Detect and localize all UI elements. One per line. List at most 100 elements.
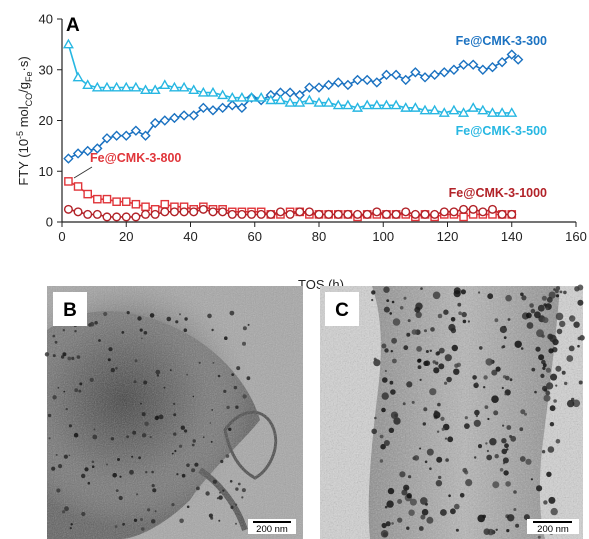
data-point — [371, 77, 383, 88]
nanoparticle — [144, 421, 149, 426]
nanoparticle — [114, 525, 118, 528]
nanoparticle — [444, 437, 448, 440]
data-point — [131, 199, 141, 209]
data-point — [121, 197, 131, 207]
nanoparticle — [67, 356, 72, 361]
nanoparticle — [440, 416, 445, 421]
nanoparticle — [541, 295, 547, 301]
data-point — [342, 99, 354, 110]
nanoparticle — [458, 311, 462, 316]
nanoparticle — [216, 497, 219, 500]
nanoparticle — [136, 493, 139, 496]
nanoparticle — [169, 369, 172, 372]
nanoparticle — [57, 387, 60, 389]
nanoparticle — [577, 336, 581, 341]
nanoparticle — [487, 293, 494, 300]
nanoparticle — [563, 290, 567, 295]
data-point — [236, 91, 248, 102]
nanoparticle — [74, 388, 79, 393]
nanoparticle — [451, 344, 458, 352]
nanoparticle — [494, 318, 499, 323]
series-markers-3 — [63, 204, 517, 222]
nanoparticle — [81, 511, 86, 517]
nanoparticle — [485, 442, 488, 445]
nanoparticle — [464, 416, 468, 420]
nanoparticle — [51, 466, 56, 471]
data-point — [468, 204, 478, 214]
nanoparticle — [505, 294, 512, 302]
data-point — [160, 199, 170, 209]
data-point — [449, 207, 459, 217]
nanoparticle — [537, 304, 545, 312]
nanoparticle — [183, 328, 188, 333]
nanoparticle — [538, 354, 545, 361]
data-point — [400, 74, 411, 86]
nanoparticle — [450, 508, 456, 515]
nanoparticle — [371, 298, 374, 302]
nanoparticle — [134, 359, 138, 363]
data-point — [62, 38, 74, 49]
data-point — [178, 110, 190, 121]
nanoparticle — [578, 380, 583, 385]
data-point — [188, 110, 199, 121]
nanoparticle — [406, 493, 412, 499]
nanoparticle — [430, 327, 435, 332]
data-point — [459, 204, 469, 214]
nanoparticle — [186, 505, 190, 509]
data-point — [448, 64, 460, 75]
nanoparticle — [71, 356, 75, 360]
data-point — [72, 148, 84, 159]
nanoparticle — [416, 346, 422, 352]
nanoparticle — [217, 374, 221, 378]
nanoparticle — [384, 505, 388, 509]
nanoparticle — [426, 448, 434, 456]
nanoparticle — [145, 471, 148, 474]
nanoparticle — [559, 290, 563, 294]
nanoparticle — [483, 528, 491, 535]
nanoparticle — [219, 491, 221, 494]
nanoparticle — [504, 443, 509, 449]
data-point — [73, 182, 83, 191]
y-tick-label: 20 — [39, 113, 53, 128]
data-point — [372, 207, 382, 217]
nanoparticle — [559, 320, 566, 328]
nanoparticle — [91, 465, 95, 469]
nanoparticle — [574, 286, 580, 292]
data-point — [380, 99, 392, 110]
nanoparticle — [381, 407, 386, 413]
data-point — [179, 207, 189, 217]
nanoparticle — [194, 462, 199, 467]
nanoparticle — [546, 296, 553, 303]
nanoparticle — [65, 407, 68, 411]
nanoparticle — [407, 319, 411, 323]
data-point — [169, 207, 179, 217]
data-point — [458, 107, 470, 117]
nanoparticle — [171, 452, 174, 455]
micrograph-b-texture — [47, 286, 303, 539]
nanoparticle — [74, 330, 77, 333]
nanoparticle — [437, 402, 441, 407]
data-point — [353, 209, 363, 219]
nanoparticle — [530, 478, 534, 481]
nanoparticles-c — [371, 284, 585, 539]
nanoparticle — [224, 336, 228, 341]
data-point — [486, 107, 498, 117]
nanoparticle — [454, 503, 460, 510]
nanoparticle — [422, 422, 426, 426]
nanoparticle — [462, 319, 467, 324]
nanoparticle — [399, 471, 406, 478]
nanoparticle — [386, 299, 390, 302]
data-point — [169, 112, 180, 124]
nanoparticle — [235, 405, 239, 409]
nanoparticle — [52, 334, 56, 338]
data-point — [159, 79, 171, 89]
nanoparticle — [424, 460, 428, 464]
data-point — [304, 207, 314, 217]
nanoparticle — [212, 362, 215, 364]
nanoparticle — [550, 373, 558, 381]
data-point — [477, 104, 489, 115]
nanoparticle — [107, 358, 111, 362]
data-point — [285, 209, 295, 219]
nanoparticle — [179, 518, 184, 524]
data-point — [362, 209, 372, 219]
